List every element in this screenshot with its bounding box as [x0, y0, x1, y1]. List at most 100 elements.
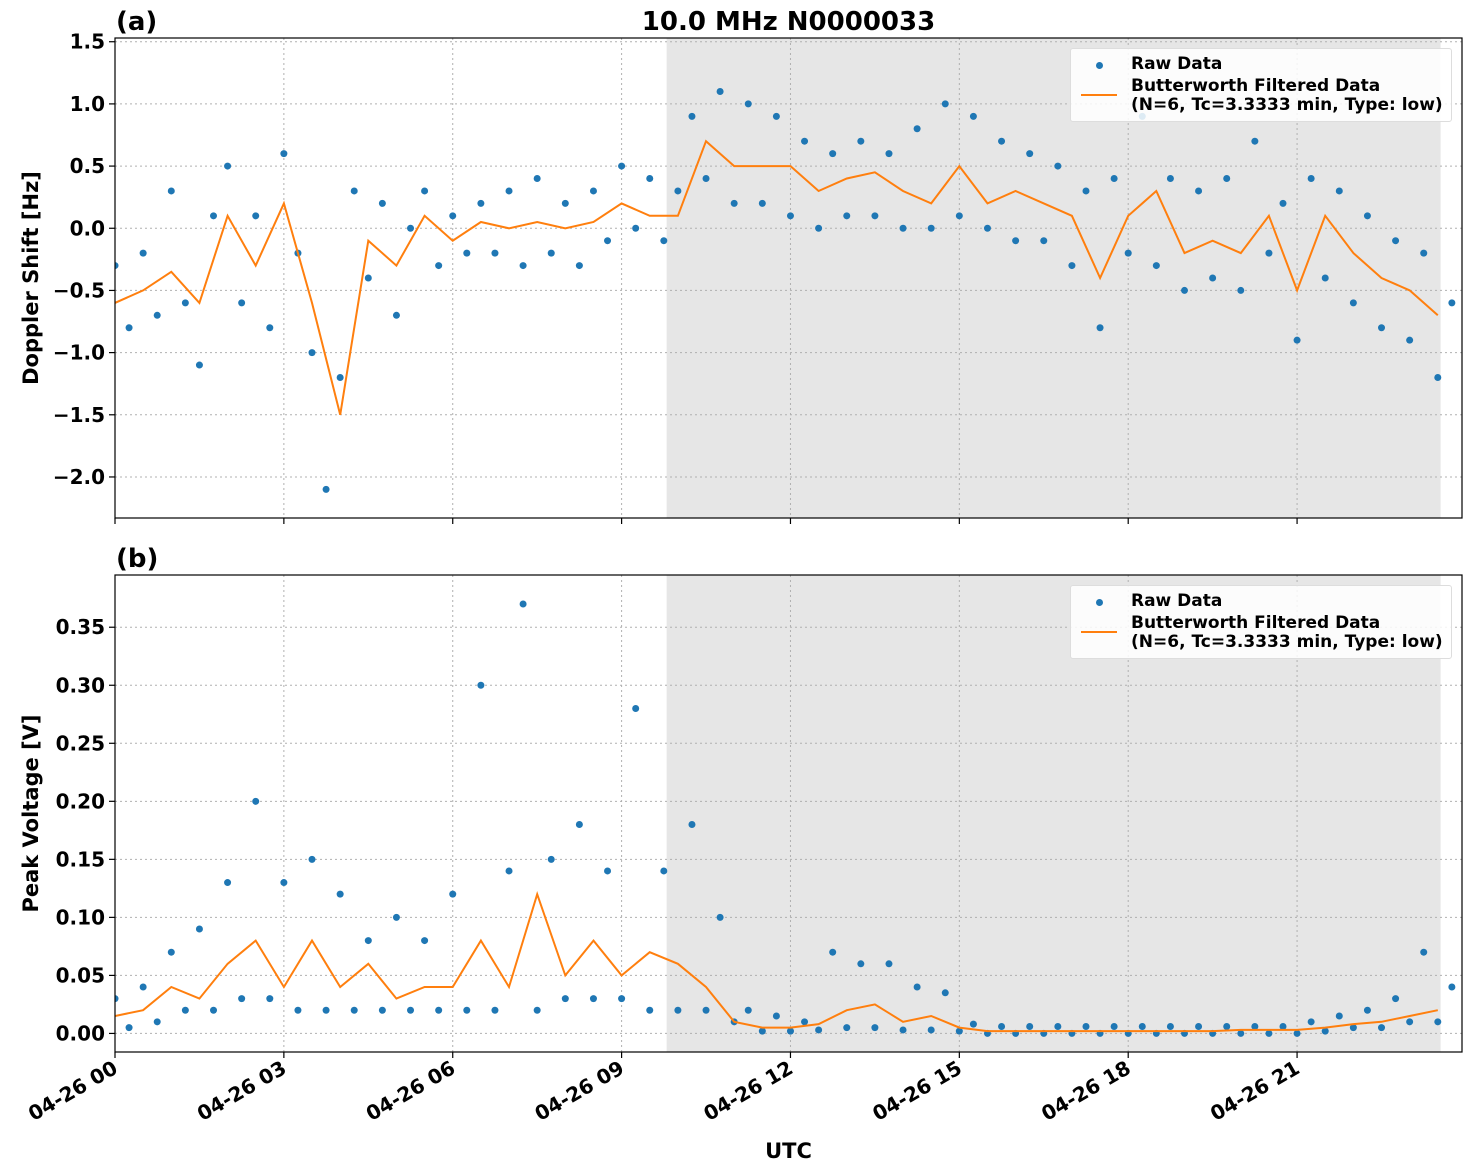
raw-point: [927, 1026, 935, 1034]
raw-point: [983, 224, 991, 232]
raw-point: [1406, 1018, 1414, 1026]
raw-point: [674, 187, 682, 195]
raw-point: [1223, 1022, 1231, 1030]
y-tick-label: 0.10: [56, 905, 105, 929]
raw-point: [744, 1006, 752, 1014]
raw-point: [660, 237, 668, 245]
y-tick-label: 0.30: [56, 673, 105, 697]
raw-point: [772, 112, 780, 120]
filtered-line: [115, 139, 1439, 416]
raw-point: [378, 1006, 386, 1014]
raw-point: [1293, 1029, 1301, 1037]
raw-point: [1363, 212, 1371, 220]
raw-point: [1448, 983, 1456, 991]
legend-entry: Raw Data: [1079, 592, 1443, 612]
raw-point: [505, 867, 513, 875]
raw-point: [716, 87, 724, 95]
raw-point: [181, 299, 189, 307]
raw-point: [1026, 1022, 1034, 1030]
x-tick-label: 04-26 12: [699, 1056, 797, 1126]
legend-label: Raw Data: [1131, 591, 1223, 611]
raw-point: [407, 1006, 415, 1014]
raw-point: [1321, 274, 1329, 282]
raw-point: [843, 212, 851, 220]
raw-point: [477, 681, 485, 689]
raw-point: [604, 867, 612, 875]
raw-point: [449, 890, 457, 898]
y-axis-label: Doppler Shift [Hz]: [19, 171, 43, 385]
raw-point: [477, 199, 485, 207]
axes-frame: [114, 574, 1463, 1053]
y-tick-label: −0.5: [53, 278, 105, 302]
raw-point: [533, 1006, 541, 1014]
legend-label: Raw Data: [1131, 54, 1223, 74]
raw-point: [392, 913, 400, 921]
raw-point: [322, 1006, 330, 1014]
filtered-line: [115, 890, 1439, 1033]
raw-point: [1420, 948, 1428, 956]
raw-point: [815, 1026, 823, 1034]
y-tick-label: 0.00: [56, 1021, 105, 1045]
raw-point: [1392, 237, 1400, 245]
raw-point: [969, 1020, 977, 1028]
raw-point: [421, 937, 429, 945]
raw-point: [294, 1006, 302, 1014]
legend-key: [1079, 614, 1119, 634]
raw-point: [167, 187, 175, 195]
legend-key: [1079, 592, 1119, 612]
raw-point: [195, 361, 203, 369]
raw-point: [1096, 324, 1104, 332]
raw-point: [702, 175, 710, 183]
raw-point: [238, 299, 246, 307]
raw-point: [843, 1024, 851, 1032]
raw-point: [308, 855, 316, 863]
raw-point: [1012, 237, 1020, 245]
legend-marker: [1096, 599, 1103, 606]
raw-point: [280, 150, 288, 158]
y-axis-label: Peak Voltage [V]: [19, 714, 43, 912]
raw-point: [224, 162, 232, 170]
x-tick-label: 04-26 09: [531, 1056, 629, 1126]
raw-point: [378, 199, 386, 207]
raw-point: [1237, 1029, 1245, 1037]
y-tick-label: 0.25: [56, 731, 105, 755]
x-axis-label: UTC: [765, 1139, 812, 1163]
raw-point: [955, 1027, 963, 1035]
raw-point: [421, 187, 429, 195]
raw-point: [786, 212, 794, 220]
raw-point: [1223, 175, 1231, 183]
raw-point: [392, 311, 400, 319]
raw-point: [941, 100, 949, 108]
raw-point: [1420, 249, 1428, 257]
raw-point: [1110, 1022, 1118, 1030]
y-tick-label: 0.20: [56, 789, 105, 813]
y-tick-label: −1.0: [53, 341, 105, 365]
raw-point: [115, 995, 119, 1003]
raw-point: [801, 1018, 809, 1026]
raw-point: [1279, 1022, 1287, 1030]
raw-point: [1321, 1027, 1329, 1035]
x-tick-label: 04-26 00: [24, 1056, 122, 1126]
legend-entry: Butterworth Filtered Data (N=6, Tc=3.333…: [1079, 614, 1443, 652]
raw-point: [350, 187, 358, 195]
raw-point: [1406, 336, 1414, 344]
raw-point: [547, 249, 555, 257]
raw-point: [1152, 262, 1160, 270]
raw-point: [181, 1006, 189, 1014]
raw-point: [266, 324, 274, 332]
raw-point: [604, 237, 612, 245]
raw-point: [1110, 175, 1118, 183]
raw-point: [1195, 1022, 1203, 1030]
raw-point: [998, 1022, 1006, 1030]
raw-point: [364, 274, 372, 282]
raw-point: [674, 1006, 682, 1014]
raw-point: [519, 262, 527, 270]
legend-entry: Raw Data: [1079, 55, 1443, 75]
raw-point: [533, 175, 541, 183]
raw-point: [1054, 162, 1062, 170]
raw-point: [899, 1026, 907, 1034]
raw-point: [1040, 237, 1048, 245]
raw-point: [927, 224, 935, 232]
raw-point: [913, 983, 921, 991]
legend-key: [1079, 55, 1119, 75]
